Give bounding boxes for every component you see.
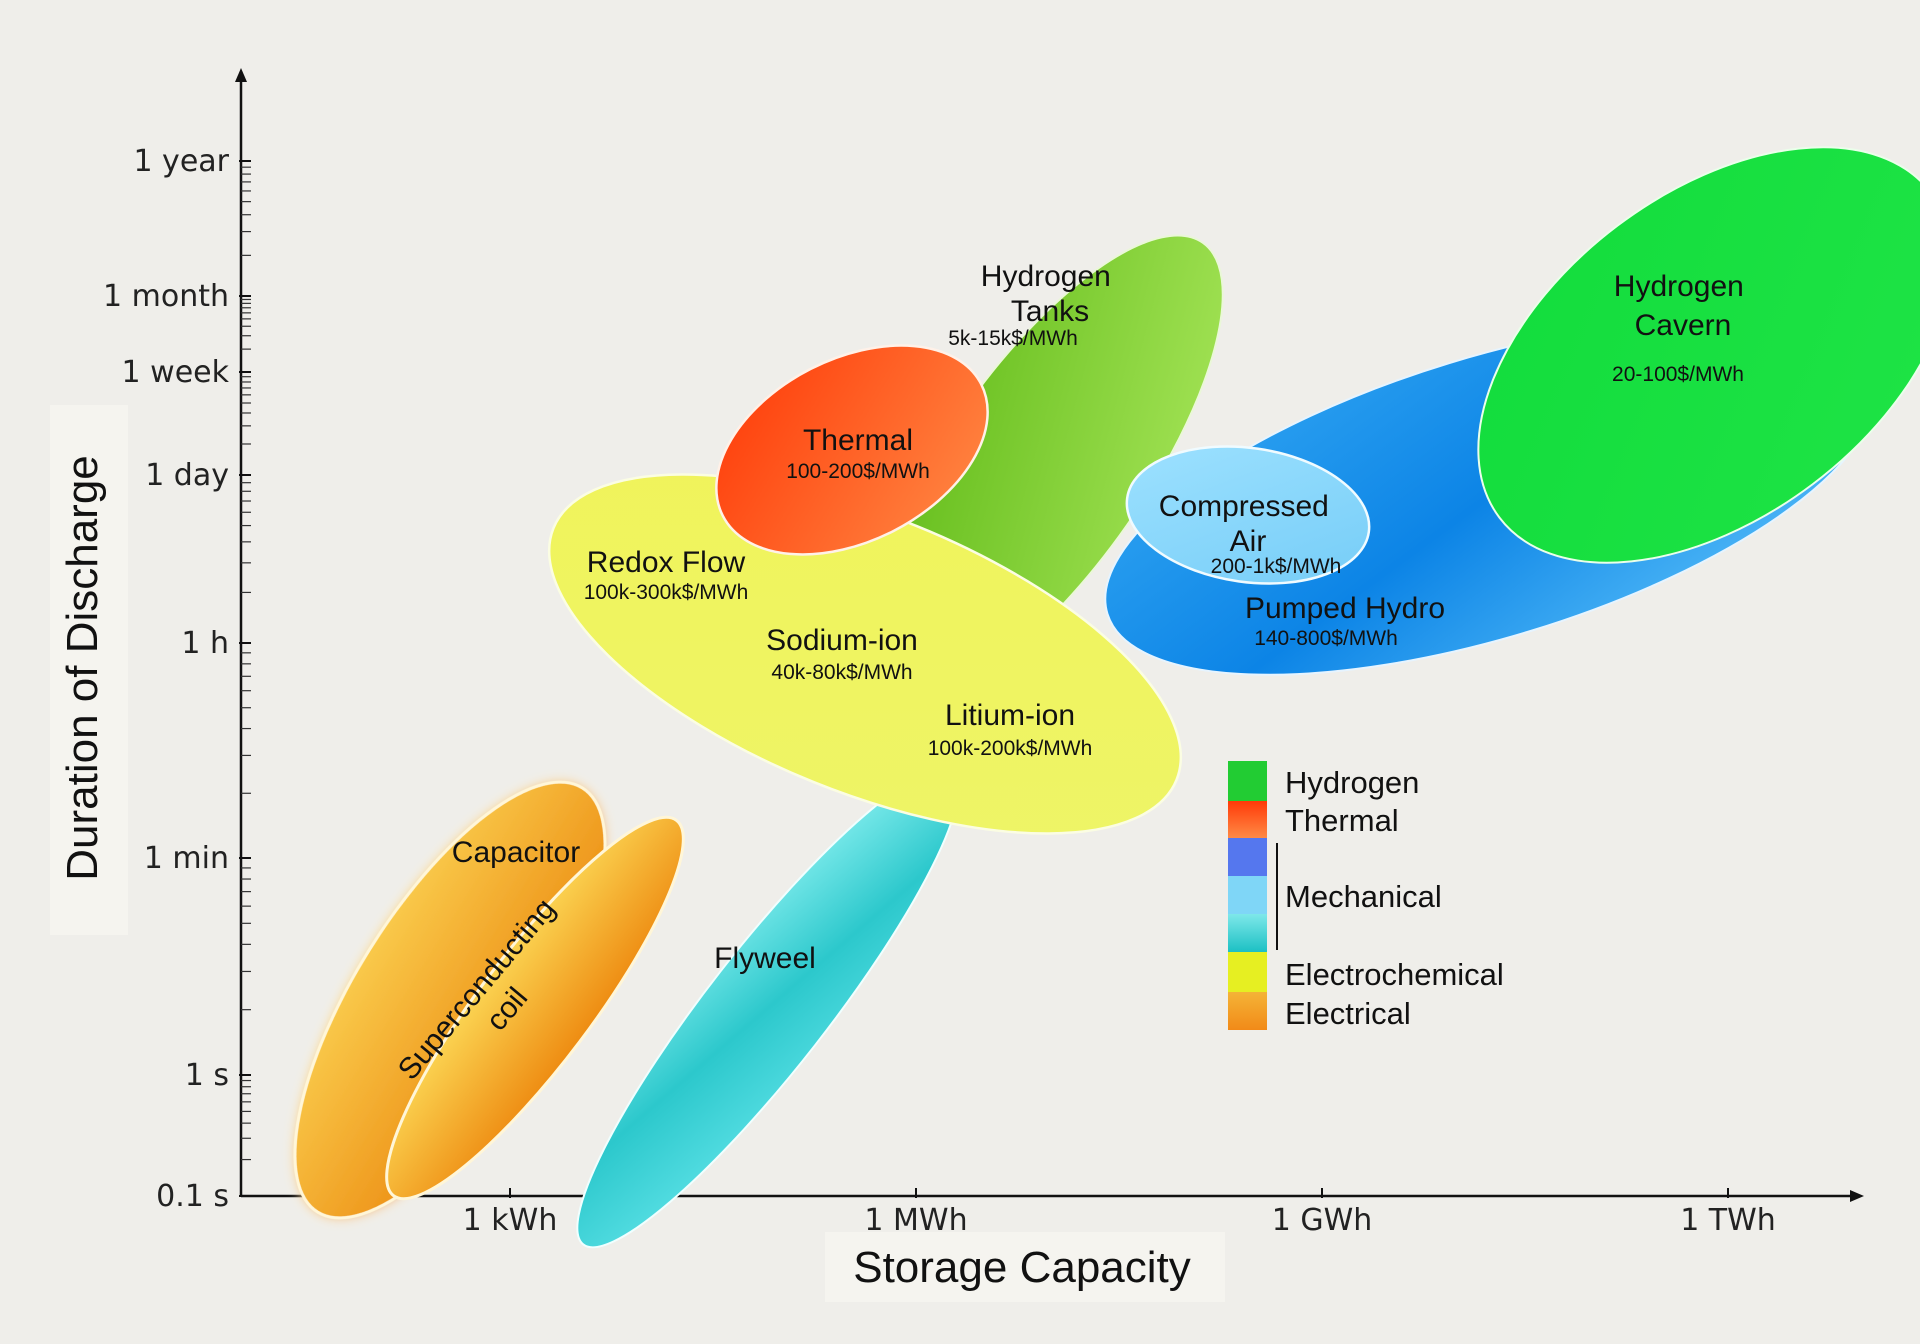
- label-pumped-hydro: Pumped Hydro: [1245, 592, 1445, 625]
- region-electrochemical: [547, 473, 1183, 835]
- price-thermal: 100-200$/MWh: [786, 460, 930, 483]
- legend-swatch-mechanical-light: [1228, 876, 1267, 914]
- y-axis-title: Duration of Discharge: [58, 455, 107, 881]
- legend-label-thermal: Thermal: [1285, 803, 1399, 838]
- y-axis-arrow: [235, 68, 247, 82]
- region-hydrogen-cavern: [1477, 146, 1920, 564]
- label-compressed-air-line2: Air: [1230, 525, 1267, 558]
- y-tick-label: 1 day: [145, 458, 229, 493]
- price-sodium-ion: 40k-80k$/MWh: [771, 661, 912, 684]
- x-tick-label: 1 TWh: [1680, 1203, 1776, 1238]
- y-tick-label: 1 s: [185, 1058, 229, 1093]
- x-tick-label: 1 kWh: [463, 1203, 558, 1238]
- axes: 0.1 s 1 s 1 min 1 h 1 day 1 week 1 month 1 year…: [103, 68, 1864, 1238]
- y-tick-label: 1 week: [122, 355, 230, 390]
- x-axis-title: Storage Capacity: [853, 1243, 1191, 1292]
- y-major-ticks: 0.1 s 1 s 1 min 1 h 1 day 1 week 1 month 1 year: [103, 144, 251, 1214]
- label-thermal: Thermal: [803, 424, 913, 457]
- label-capacitor: Capacitor: [452, 836, 580, 869]
- legend-swatch-thermal: [1228, 801, 1267, 838]
- price-hydrogen-tanks: 5k-15k$/MWh: [948, 327, 1078, 350]
- ylabel-backdrop: [50, 405, 128, 935]
- price-compressed-air: 200-1k$/MWh: [1211, 555, 1342, 578]
- label-redox-flow: Redox Flow: [587, 546, 746, 579]
- label-hydrogen-tanks: Hydrogen Tanks: [981, 260, 1119, 328]
- x-tick-label: 1 GWh: [1272, 1203, 1373, 1238]
- label-hydrogen-cavern-line2: Cavern: [1635, 309, 1732, 342]
- legend-swatch-electrochemical: [1228, 952, 1267, 992]
- label-hydrogen-cavern: Hydrogen Cavern: [1614, 270, 1752, 342]
- price-pumped-hydro: 140-800$/MWh: [1254, 627, 1398, 650]
- region-compressed-air: [1125, 445, 1371, 585]
- x-major-ticks: 1 kWh 1 MWh 1 GWh 1 TWh: [463, 1188, 1776, 1238]
- y-tick-label: 1 year: [133, 144, 229, 179]
- legend-swatch-hydrogen: [1228, 761, 1267, 801]
- y-tick-label: 1 min: [144, 841, 229, 876]
- label-litium-ion: Litium-ion: [945, 699, 1075, 732]
- legend-label-hydrogen: Hydrogen: [1285, 765, 1419, 800]
- legend-swatch-electrical: [1228, 992, 1267, 1030]
- price-hydrogen-cavern: 20-100$/MWh: [1612, 363, 1744, 386]
- x-axis-arrow: [1850, 1190, 1864, 1202]
- x-tick-label: 1 MWh: [864, 1203, 967, 1238]
- legend-swatch-mechanical-teal: [1228, 914, 1267, 952]
- y-minor-ticks: [241, 166, 251, 1161]
- y-tick-label: 1 month: [103, 279, 229, 314]
- legend-label-electrical: Electrical: [1285, 996, 1411, 1031]
- label-hydrogen-tanks-line1: Hydrogen: [981, 260, 1111, 293]
- y-tick-label: 1 h: [181, 626, 229, 661]
- price-redox-flow: 100k-300k$/MWh: [584, 581, 749, 604]
- price-litium-ion: 100k-200k$/MWh: [928, 737, 1093, 760]
- legend-label-mechanical: Mechanical: [1285, 879, 1442, 914]
- label-hydrogen-tanks-line2: Tanks: [1011, 295, 1089, 328]
- tech-regions: [293, 146, 1920, 1249]
- legend-swatch-mechanical-blue: [1228, 838, 1267, 876]
- legend: Hydrogen Thermal Mechanical Electrochemi…: [1228, 761, 1504, 1031]
- label-compressed-air: Compressed Air: [1159, 490, 1337, 558]
- legend-label-electrochemical: Electrochemical: [1285, 957, 1504, 992]
- label-sodium-ion: Sodium-ion: [766, 624, 918, 657]
- region-thermal: [715, 344, 989, 556]
- label-hydrogen-cavern-line1: Hydrogen: [1614, 270, 1744, 303]
- y-tick-label: 0.1 s: [156, 1179, 229, 1214]
- label-flyweel: Flyweel: [714, 942, 816, 975]
- region-superconducting-coil: [385, 815, 685, 1201]
- xlabel-backdrop: [825, 1232, 1225, 1302]
- label-compressed-air-line1: Compressed: [1159, 490, 1329, 523]
